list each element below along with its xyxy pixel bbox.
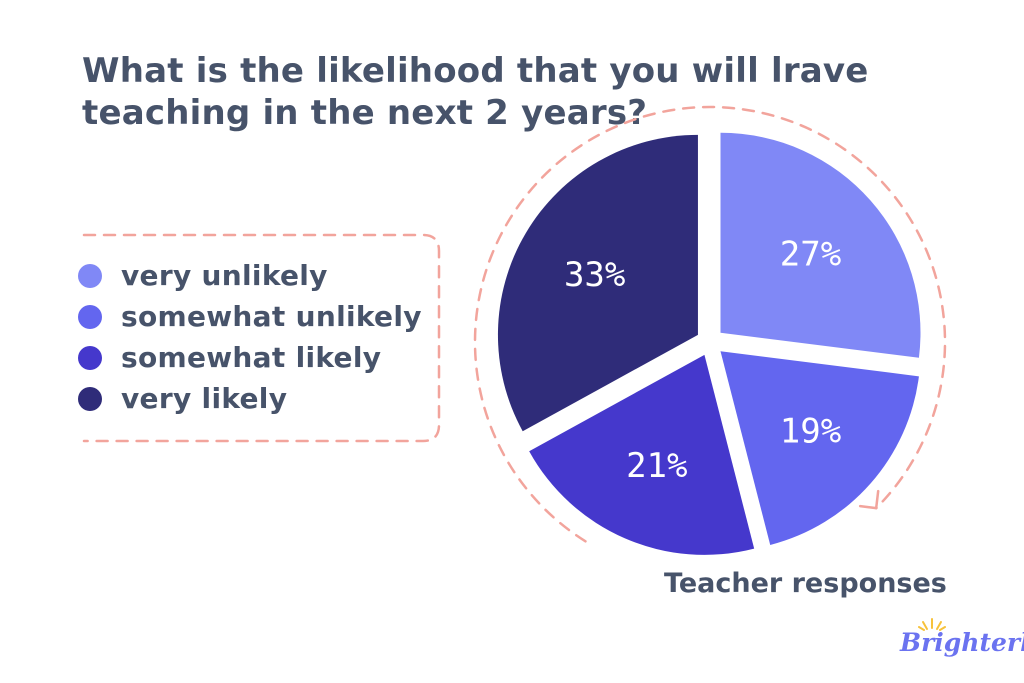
pie-slice-label: 33% [564, 255, 625, 295]
legend-label: somewhat unlikely [121, 300, 422, 333]
pie-slice-label: 19% [780, 412, 841, 452]
sun-icon [918, 618, 946, 631]
pie-slice-label: 21% [626, 446, 687, 486]
legend-swatch [78, 345, 102, 370]
arrow-head-icon [858, 489, 880, 510]
pie-slice-very-likely [497, 134, 698, 432]
legend-swatch [78, 386, 102, 411]
legend-swatch [78, 304, 102, 329]
chart-caption: Teacher responses [664, 568, 947, 599]
pie-slice-somewhat-unlikely [720, 351, 919, 545]
brand-logo: Brighterly [900, 628, 1024, 657]
legend: very unlikely somewhat unlikely somewhat… [78, 255, 422, 419]
legend-item-very-likely: very likely [78, 378, 422, 419]
legend-item-somewhat-likely: somewhat likely [78, 337, 422, 378]
pie-slice-label: 27% [780, 234, 841, 274]
pie-slices [497, 132, 921, 555]
legend-item-somewhat-unlikely: somewhat unlikely [78, 296, 422, 337]
chart-title: What is the likelihood that you will lra… [82, 51, 869, 133]
legend-label: somewhat likely [121, 341, 382, 374]
legend-label: very unlikely [121, 259, 328, 292]
legend-swatch [78, 263, 102, 288]
pie-slice-somewhat-likely [529, 354, 755, 555]
legend-frame [82, 233, 441, 443]
circular-arrow [473, 105, 947, 543]
legend-frame-border [82, 233, 441, 443]
pie-slice-very-unlikely [720, 132, 921, 358]
legend-label: very likely [121, 382, 288, 415]
pie-labels: 27% 19% 21% 33% [564, 234, 841, 486]
legend-item-very-unlikely: very unlikely [78, 255, 422, 296]
